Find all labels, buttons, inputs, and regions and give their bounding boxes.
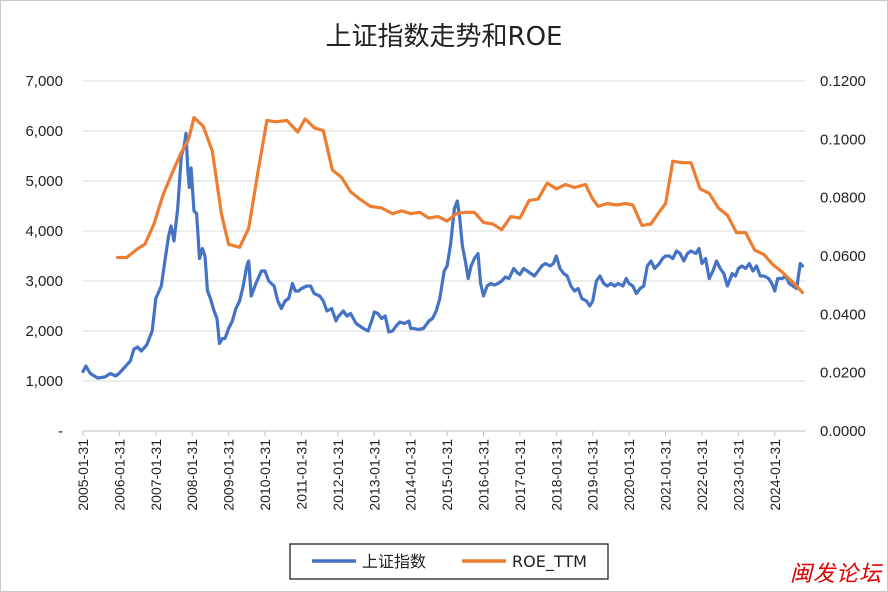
x-tick-label: 2020-01-31 xyxy=(621,439,637,511)
left-tick-label: 5,000 xyxy=(25,173,63,190)
right-tick-label: 0.1000 xyxy=(820,131,866,148)
left-tick-label: 6,000 xyxy=(25,123,63,140)
x-tick-label: 2017-01-31 xyxy=(512,439,528,511)
x-tick-label: 2008-01-31 xyxy=(184,439,200,511)
x-tick-label: 2023-01-31 xyxy=(730,439,746,511)
chart-title: 上证指数走势和ROE xyxy=(325,22,563,52)
legend-label-shanghai: 上证指数 xyxy=(362,552,426,571)
right-tick-label: 0.0600 xyxy=(820,248,866,265)
x-tick-label: 2022-01-31 xyxy=(694,439,710,511)
x-tick-label: 2019-01-31 xyxy=(585,439,601,511)
x-tick-label: 2021-01-31 xyxy=(658,439,674,511)
x-tick-label: 2014-01-31 xyxy=(403,439,419,511)
left-tick-label: 1,000 xyxy=(25,373,63,390)
right-tick-label: 0.0000 xyxy=(820,423,866,440)
right-tick-label: 0.1200 xyxy=(820,73,866,90)
right-tick-label: 0.0200 xyxy=(820,365,866,382)
series-line-roe-ttm xyxy=(116,115,805,295)
x-tick-label: 2024-01-31 xyxy=(767,439,783,511)
right-tick-label: 0.0800 xyxy=(820,190,866,207)
left-tick-label: 2,000 xyxy=(25,323,63,340)
x-tick-label: 2009-01-31 xyxy=(221,439,237,511)
x-tick-label: 2016-01-31 xyxy=(476,439,492,511)
x-tick-label: 2011-01-31 xyxy=(293,439,309,510)
left-tick-label: - xyxy=(58,423,63,440)
x-tick-label: 2006-01-31 xyxy=(111,439,127,511)
series-line-shanghai-index xyxy=(81,131,805,380)
x-axis: 2005-01-31 2006-01-31 2007-01-31 2008-01-31… xyxy=(75,430,805,511)
left-tick-label: 3,000 xyxy=(25,273,63,290)
x-tick-label: 2015-01-31 xyxy=(439,439,455,511)
x-tick-label: 2007-01-31 xyxy=(148,439,164,511)
legend-label-roe: ROE_TTM xyxy=(512,552,587,572)
left-tick-label: 4,000 xyxy=(25,223,63,240)
right-tick-label: 0.0400 xyxy=(820,306,866,323)
series-layer xyxy=(81,115,805,380)
legend: 上证指数 ROE_TTM xyxy=(289,543,609,580)
left-axis: - 1,000 2,000 3,000 4,000 5,000 6,000 7,000 xyxy=(25,73,63,440)
x-tick-label: 2018-01-31 xyxy=(548,439,564,511)
x-tick-label: 2012-01-31 xyxy=(330,439,346,511)
x-tick-label: 2005-01-31 xyxy=(75,439,91,511)
left-tick-label: 7,000 xyxy=(25,73,63,90)
x-tick-label: 2013-01-31 xyxy=(366,439,382,511)
x-tick-label: 2010-01-31 xyxy=(257,439,273,511)
right-axis: 0.0000 0.0200 0.0400 0.0600 0.0800 0.1000 0.12… xyxy=(820,73,866,440)
watermark: 闽发论坛 xyxy=(789,562,882,587)
